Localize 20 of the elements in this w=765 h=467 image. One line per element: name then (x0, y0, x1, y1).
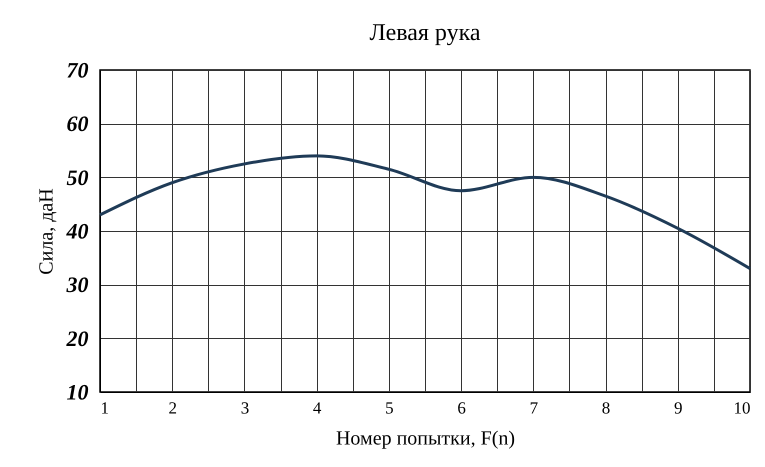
y-tick-label: 30 (66, 272, 88, 298)
x-axis-title: Номер попытки, F(n) (336, 428, 516, 450)
x-tick-label: 5 (385, 398, 394, 418)
x-tick-label: 10 (734, 398, 750, 418)
x-tick-label: 4 (312, 398, 322, 418)
y-tick-label: 70 (66, 58, 88, 82)
x-tick-label: 3 (240, 398, 250, 418)
x-tick-label: 1 (100, 398, 109, 418)
chart-title: Левая рука (369, 20, 481, 46)
x-tick-label: 8 (602, 398, 610, 418)
y-tick-label: 50 (66, 164, 88, 190)
y-tick-label: 40 (66, 218, 88, 244)
x-tick-label: 2 (168, 398, 177, 418)
x-tick-label: 6 (457, 398, 466, 418)
x-tick-label: 9 (674, 398, 683, 418)
y-tick-label: 60 (66, 111, 88, 136)
line-series (98, 154, 752, 270)
y-axis-title: Сила, даН (36, 188, 58, 275)
y-tick-label: 20 (66, 326, 88, 351)
x-tick-label: 7 (530, 398, 539, 418)
